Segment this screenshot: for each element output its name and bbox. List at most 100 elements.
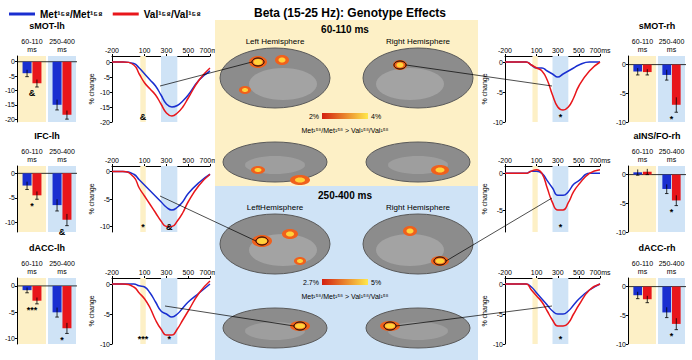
svg-text:*: * [670, 207, 674, 217]
svg-text:-5: -5 [497, 89, 503, 96]
svg-text:-200: -200 [105, 47, 119, 54]
svg-text:700ms: 700ms [589, 47, 611, 54]
svg-text:100: 100 [139, 269, 151, 276]
svg-text:*: * [559, 112, 563, 122]
svg-text:-10: -10 [5, 335, 15, 342]
svg-text:*: * [670, 331, 674, 341]
svg-text:250-400: 250-400 [659, 260, 685, 267]
svg-text:100: 100 [139, 157, 151, 164]
svg-text:100: 100 [531, 47, 543, 54]
svg-text:0: 0 [106, 59, 110, 66]
svg-text:-10: -10 [493, 341, 503, 348]
svg-text:% change: % change [481, 183, 489, 214]
svg-text:500: 500 [573, 157, 585, 164]
svg-text:-10: -10 [100, 223, 110, 230]
svg-text:Left Hemisphere: Left Hemisphere [246, 37, 305, 46]
svg-text:0: 0 [499, 59, 503, 66]
svg-text:500: 500 [182, 47, 194, 54]
svg-text:ms: ms [667, 46, 677, 53]
svg-text:60-110 ms: 60-110 ms [321, 24, 369, 35]
svg-text:0: 0 [499, 170, 503, 177]
svg-text:250-400: 250-400 [659, 148, 685, 155]
svg-text:100: 100 [139, 47, 151, 54]
svg-text:-5: -5 [9, 73, 15, 80]
svg-text:-10: -10 [5, 87, 15, 94]
svg-text:dACC-rh: dACC-rh [639, 243, 676, 253]
svg-text:-10: -10 [100, 341, 110, 348]
svg-text:60-110: 60-110 [21, 148, 42, 155]
svg-text:-5: -5 [9, 309, 15, 316]
svg-text:300: 300 [161, 47, 173, 54]
svg-text:*: * [141, 222, 145, 232]
svg-text:-5: -5 [620, 90, 626, 97]
svg-text:250-400 ms: 250-400 ms [318, 190, 372, 201]
svg-text:250-400: 250-400 [659, 38, 685, 45]
svg-text:-10: -10 [493, 119, 503, 126]
svg-text:250-400: 250-400 [49, 148, 75, 155]
svg-text:100: 100 [531, 157, 543, 164]
svg-text:-200: -200 [498, 47, 512, 54]
svg-text:0: 0 [11, 170, 15, 177]
svg-text:ms: ms [638, 268, 648, 275]
svg-text:0: 0 [11, 58, 15, 65]
svg-text:300: 300 [552, 269, 564, 276]
svg-text:&: & [59, 227, 66, 237]
svg-text:*: * [670, 114, 674, 124]
svg-text:-10: -10 [5, 219, 15, 226]
svg-text:0: 0 [622, 171, 626, 178]
svg-text:*: * [559, 334, 563, 344]
svg-text:300: 300 [161, 269, 173, 276]
svg-text:ms: ms [638, 46, 648, 53]
svg-text:60-110: 60-110 [632, 38, 653, 45]
svg-text:-10: -10 [616, 229, 626, 236]
svg-text:*: * [559, 222, 563, 232]
svg-text:&: & [29, 88, 36, 98]
svg-text:-5: -5 [9, 194, 15, 201]
svg-text:-15: -15 [5, 101, 15, 108]
svg-text:0: 0 [622, 61, 626, 68]
svg-text:***: *** [138, 334, 149, 344]
svg-text:0: 0 [622, 283, 626, 290]
svg-text:300: 300 [161, 157, 173, 164]
svg-text:-5: -5 [104, 74, 110, 81]
svg-text:-5: -5 [104, 311, 110, 318]
svg-text:60-110: 60-110 [21, 38, 42, 45]
svg-text:ms: ms [57, 156, 67, 163]
svg-text:-20: -20 [100, 119, 110, 126]
svg-text:***: *** [27, 305, 38, 315]
svg-text:500: 500 [573, 269, 585, 276]
svg-text:sMOT-lh: sMOT-lh [29, 21, 65, 31]
svg-text:500: 500 [182, 269, 194, 276]
svg-text:aINS/FO-rh: aINS/FO-rh [633, 131, 680, 141]
svg-text:% change: % change [481, 295, 489, 326]
svg-text:300: 300 [552, 157, 564, 164]
svg-text:0: 0 [499, 281, 503, 288]
svg-text:Met¹⁵⁸/Met¹⁵⁸ > Val¹⁵⁸/Val¹⁵⁸: Met¹⁵⁸/Met¹⁵⁸ > Val¹⁵⁸/Val¹⁵⁸ [301, 293, 388, 300]
svg-text:700ms: 700ms [589, 157, 611, 164]
svg-text:&: & [166, 222, 173, 232]
svg-text:Right Hemisphere: Right Hemisphere [386, 203, 451, 212]
svg-text:-10: -10 [616, 341, 626, 348]
svg-text:ms: ms [27, 46, 37, 53]
svg-text:2.7%: 2.7% [303, 279, 319, 286]
svg-text:*: * [60, 335, 64, 345]
svg-text:500: 500 [573, 47, 585, 54]
svg-text:0: 0 [11, 282, 15, 289]
svg-text:dACC-lh: dACC-lh [29, 243, 65, 253]
svg-text:IFC-lh: IFC-lh [34, 131, 60, 141]
svg-text:ms: ms [667, 156, 677, 163]
svg-text:*: * [167, 334, 171, 344]
svg-text:-200: -200 [105, 157, 119, 164]
svg-text:-200: -200 [498, 157, 512, 164]
svg-text:700ms: 700ms [589, 269, 611, 276]
svg-text:-10: -10 [100, 89, 110, 96]
svg-text:-5: -5 [620, 200, 626, 207]
svg-text:300: 300 [552, 47, 564, 54]
svg-text:Beta (15-25 Hz): Genotype Effe: Beta (15-25 Hz): Genotype Effects [254, 6, 446, 20]
svg-text:% change: % change [88, 183, 96, 214]
svg-text:-5: -5 [104, 196, 110, 203]
svg-text:5%: 5% [371, 279, 381, 286]
svg-text:% change: % change [88, 295, 96, 326]
svg-text:60-110: 60-110 [632, 148, 653, 155]
svg-text:60-110: 60-110 [632, 260, 653, 267]
